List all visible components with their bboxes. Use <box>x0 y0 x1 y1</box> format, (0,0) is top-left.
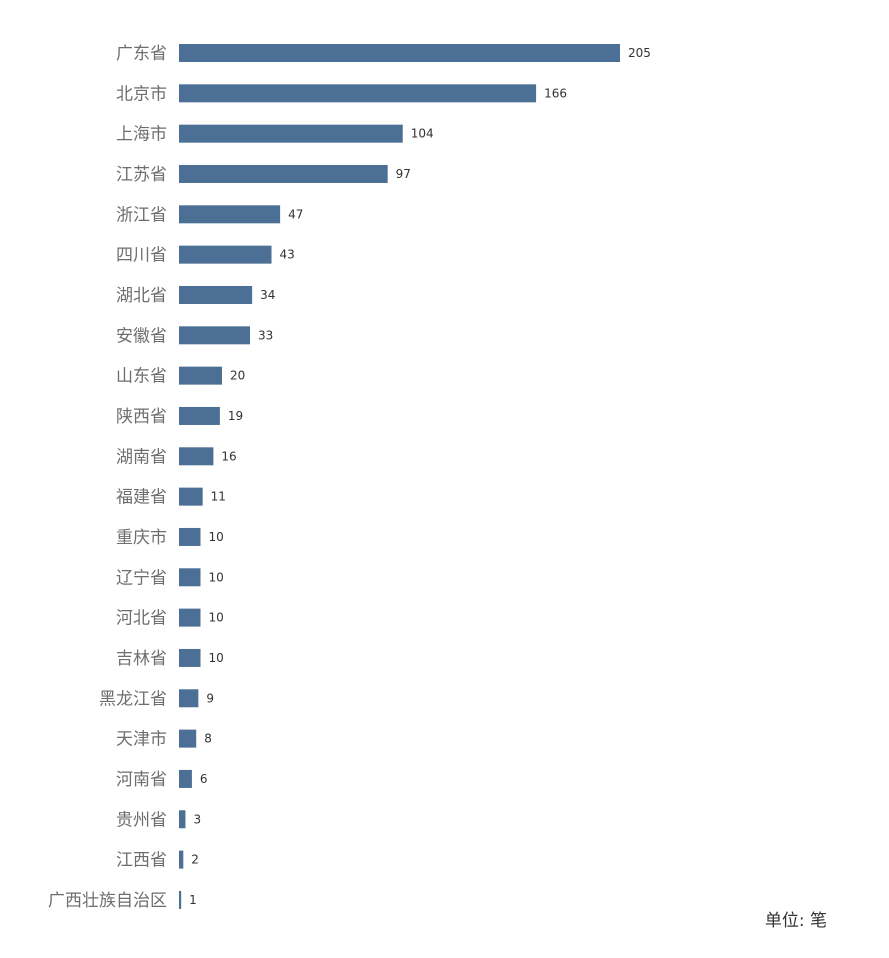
value-label-11: 11 <box>211 490 226 504</box>
bars-layer <box>179 44 620 909</box>
bar-12 <box>179 527 201 546</box>
category-label-6: 湖北省 <box>116 286 167 306</box>
bar-4 <box>179 205 281 224</box>
category-label-18: 河南省 <box>116 770 167 790</box>
unit-label: 单位: 笔 <box>764 911 827 931</box>
value-label-5: 43 <box>280 248 295 262</box>
value-label-18: 6 <box>200 772 208 786</box>
category-label-19: 贵州省 <box>116 810 167 830</box>
category-label-4: 浙江省 <box>116 205 167 225</box>
category-label-7: 安徽省 <box>116 326 167 346</box>
category-label-17: 天津市 <box>116 730 167 750</box>
bar-17 <box>179 729 197 748</box>
bar-18 <box>179 769 192 788</box>
bar-9 <box>179 406 220 425</box>
bar-13 <box>179 568 201 587</box>
bar-10 <box>179 447 214 466</box>
category-label-14: 河北省 <box>116 609 167 629</box>
value-label-17: 8 <box>204 732 212 746</box>
value-label-12: 10 <box>209 530 224 544</box>
value-label-10: 16 <box>221 449 236 463</box>
bar-0 <box>179 44 620 62</box>
value-label-4: 47 <box>288 207 303 221</box>
bar-19 <box>179 810 186 829</box>
value-label-9: 19 <box>228 409 243 423</box>
value-label-14: 10 <box>209 611 224 625</box>
category-label-11: 福建省 <box>116 488 167 508</box>
bar-21 <box>179 890 182 909</box>
bar-16 <box>179 689 199 708</box>
bar-7 <box>179 326 250 345</box>
bar-14 <box>179 608 201 627</box>
value-label-3: 97 <box>396 167 411 181</box>
category-label-9: 陕西省 <box>116 407 167 427</box>
category-label-21: 广西壮族自治区 <box>48 891 167 911</box>
bar-6 <box>179 285 253 304</box>
category-label-2: 上海市 <box>116 125 167 145</box>
category-labels: 广东省北京市上海市江苏省浙江省四川省湖北省安徽省山东省陕西省湖南省福建省重庆市辽… <box>48 44 167 911</box>
value-labels: 205 166 104 97 47 43 34 33 20 19 16 11 10 10 10 10 9 8 6 3 2… <box>189 46 651 907</box>
category-label-20: 江西省 <box>116 851 167 871</box>
category-label-13: 辽宁省 <box>116 568 167 588</box>
category-label-16: 黑龙江省 <box>99 689 167 709</box>
bar-2 <box>179 124 403 143</box>
value-label-0: 205 <box>628 46 651 60</box>
category-label-12: 重庆市 <box>116 528 167 548</box>
value-label-21: 1 <box>189 893 197 907</box>
value-label-1: 166 <box>544 86 567 100</box>
value-label-2: 104 <box>411 127 434 141</box>
category-label-1: 北京市 <box>116 84 167 104</box>
category-label-8: 山东省 <box>116 367 167 387</box>
bar-15 <box>179 648 201 667</box>
value-label-13: 10 <box>209 570 224 584</box>
category-label-10: 湖南省 <box>116 447 167 467</box>
value-label-16: 9 <box>206 691 214 705</box>
category-label-0: 广东省 <box>116 44 167 64</box>
category-label-5: 四川省 <box>116 246 167 266</box>
category-label-3: 江苏省 <box>116 165 167 185</box>
value-label-8: 20 <box>230 369 245 383</box>
bar-11 <box>179 487 203 506</box>
bar-1 <box>179 84 537 103</box>
value-label-15: 10 <box>209 651 224 665</box>
value-label-7: 33 <box>258 328 273 342</box>
value-label-20: 2 <box>191 853 199 867</box>
bar-5 <box>179 245 272 264</box>
bar-20 <box>179 850 184 869</box>
bar-3 <box>179 164 388 183</box>
value-label-6: 34 <box>260 288 275 302</box>
category-label-15: 吉林省 <box>116 649 167 669</box>
bar-8 <box>179 366 223 385</box>
value-label-19: 3 <box>193 812 201 826</box>
